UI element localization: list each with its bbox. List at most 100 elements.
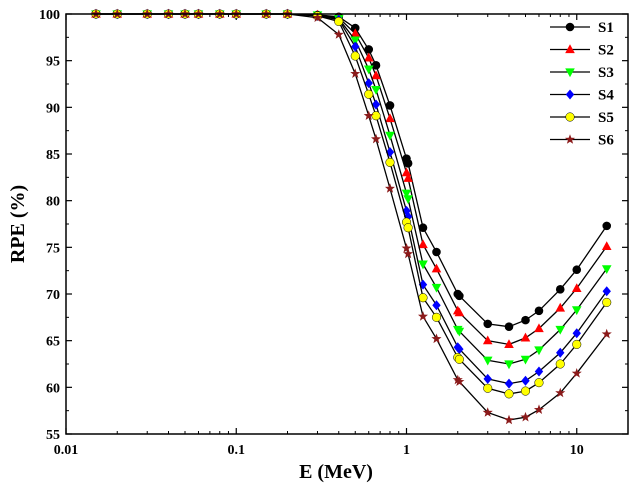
data-point-S2 [454, 307, 465, 317]
series-S2 [91, 8, 612, 348]
series-plot-area [90, 8, 612, 425]
series-line-S5 [96, 13, 608, 395]
data-point-S1 [385, 101, 395, 110]
data-point-S6 [601, 328, 612, 339]
data-point-S4 [351, 41, 360, 52]
data-point-S5 [418, 293, 428, 303]
x-axis-title: E (MeV) [299, 461, 373, 483]
y-tick-label: 95 [46, 55, 60, 70]
data-point-S3 [385, 131, 395, 141]
data-point-S3 [371, 86, 381, 95]
data-point-S3 [504, 360, 514, 370]
data-point-S1 [602, 221, 612, 231]
data-point-S4 [572, 328, 581, 339]
series-line-S1 [96, 13, 608, 328]
data-point-S1 [371, 61, 381, 70]
data-point-S4 [534, 366, 544, 377]
data-point-S5 [454, 354, 464, 364]
y-tick-label: 55 [46, 428, 60, 443]
data-point-S5 [403, 223, 413, 233]
data-point-S1 [432, 247, 441, 257]
legend-label-S3: S3 [598, 65, 614, 81]
series-line-S4 [96, 13, 608, 385]
plot-frame [65, 13, 629, 435]
data-point-S3 [431, 283, 442, 293]
data-point-S5 [371, 111, 381, 121]
data-point-S3 [601, 265, 612, 274]
data-point-S1 [350, 23, 360, 33]
data-point-S2 [385, 113, 395, 123]
axes-ticks [65, 13, 629, 435]
data-point-S3 [403, 195, 413, 204]
data-point-S5 [385, 157, 395, 167]
legend-marker-S4 [565, 89, 575, 100]
data-point-S5 [555, 359, 565, 369]
data-point-S6 [363, 110, 374, 120]
data-point-S3 [363, 65, 374, 75]
data-point-S2 [534, 323, 544, 333]
legend: S1 S2 S3 S4 S5 S6 [550, 20, 614, 149]
data-point-S6 [350, 68, 361, 78]
data-point-S5 [572, 339, 582, 349]
data-point-S2 [601, 241, 612, 250]
data-point-S6 [385, 183, 395, 193]
data-point-S3 [555, 325, 566, 335]
y-tick-label: 60 [46, 381, 60, 396]
data-point-S6 [520, 411, 531, 422]
data-point-S5 [431, 312, 442, 322]
data-point-S6 [431, 333, 442, 344]
y-tick-label: 100 [39, 8, 60, 23]
data-point-S2 [371, 70, 381, 80]
x-tick-label: 10 [570, 443, 584, 458]
legend-marker-S1 [565, 22, 575, 32]
data-point-S2 [571, 283, 582, 292]
data-point-S1 [534, 306, 544, 316]
data-point-S2 [555, 302, 566, 312]
data-point-S1 [504, 322, 514, 331]
data-point-S2 [520, 332, 531, 342]
data-point-S3 [350, 36, 361, 46]
data-point-S4 [371, 99, 381, 110]
y-tick-label: 90 [46, 101, 60, 116]
data-point-S6 [403, 248, 414, 259]
data-point-S2 [403, 173, 413, 182]
data-point-S4 [602, 286, 611, 297]
data-point-S6 [454, 376, 465, 386]
data-point-S3 [482, 356, 493, 366]
tick-labels: 55 60 65 70 75 80 85 90 95 100 0.01 0.1 1 10 [39, 8, 584, 458]
data-point-S3 [571, 306, 582, 316]
data-point-S6 [401, 243, 412, 253]
data-point-S5 [334, 16, 344, 27]
x-tick-label: 0.1 [227, 443, 245, 458]
data-point-S5 [364, 89, 374, 99]
data-point-S1 [403, 159, 413, 168]
data-point-S3 [418, 260, 428, 270]
data-point-S6 [452, 374, 463, 385]
data-point-S2 [418, 239, 428, 249]
data-point-S5 [534, 378, 544, 388]
legend-label-S6: S6 [598, 133, 614, 149]
data-point-S4 [432, 300, 441, 311]
data-point-S1 [483, 319, 493, 329]
data-point-S3 [401, 189, 412, 199]
legend-label-S4: S4 [598, 88, 614, 104]
series-line-S6 [96, 13, 608, 421]
series-line-S3 [96, 13, 608, 365]
data-point-S5 [483, 383, 493, 393]
data-point-S6 [555, 387, 566, 398]
data-point-S4 [455, 344, 464, 355]
data-point-S4 [556, 347, 565, 358]
data-point-S3 [454, 327, 465, 337]
data-point-S4 [504, 378, 514, 389]
series-S6 [90, 8, 612, 425]
data-point-S1 [521, 315, 530, 325]
x-tick-label: 0.01 [54, 443, 79, 458]
data-point-S1 [364, 45, 374, 54]
legend-label-S2: S2 [598, 43, 614, 59]
data-point-S3 [520, 355, 531, 365]
data-point-S5 [520, 386, 531, 396]
data-point-S2 [350, 28, 361, 38]
data-point-S5 [602, 297, 612, 307]
data-point-S3 [534, 346, 544, 356]
legend-marker-S3 [565, 68, 575, 78]
